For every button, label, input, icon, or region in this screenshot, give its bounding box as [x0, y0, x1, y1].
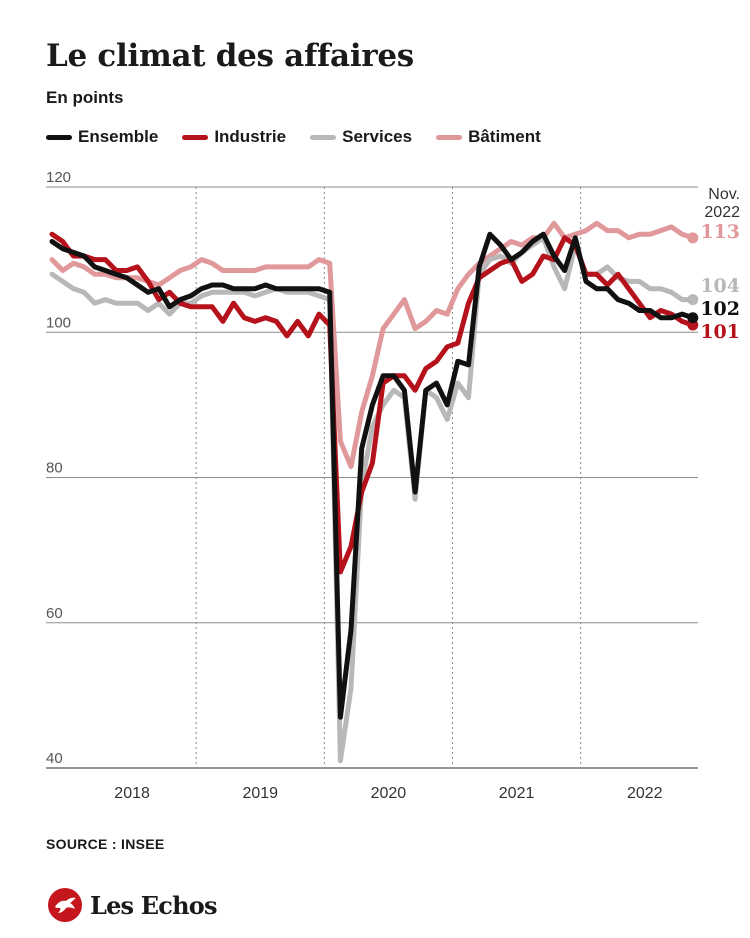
legend-label-services: Services	[342, 127, 413, 146]
series-endpoint-services	[687, 294, 699, 306]
legend-swatch-ensemble	[46, 134, 72, 140]
series-endpoint-ensemble	[687, 312, 699, 324]
end-label-header-line-1: Nov.	[708, 186, 740, 203]
chart-subtitle: En points	[46, 88, 124, 107]
x-tick-label-2018: 2018	[114, 785, 150, 802]
legend-swatch-services	[310, 134, 337, 140]
end-label-services: 104	[700, 275, 740, 297]
brand-logo: Les Echos	[48, 888, 217, 922]
legend-label-batiment: Bâtiment	[468, 127, 541, 146]
legend-item-ensemble: Ensemble	[46, 127, 158, 147]
end-label-header-line-2: 2022	[704, 204, 740, 221]
end-label-ensemble: 102	[700, 298, 740, 320]
x-tick-label-2021: 2021	[499, 785, 535, 802]
series-line-ensemble	[49, 231, 696, 720]
x-tick-label-2022: 2022	[627, 785, 663, 802]
end-label-batiment: 113	[700, 221, 740, 243]
y-tick-label-100: 100	[46, 314, 71, 331]
source-note: SOURCE : INSEE	[46, 836, 165, 852]
series-endpoint-batiment	[687, 232, 699, 244]
chart-title: Le climat des affaires	[46, 38, 414, 74]
legend-swatch-industrie	[182, 134, 209, 140]
legend-item-batiment: Bâtiment	[436, 127, 541, 147]
y-tick-label-60: 60	[46, 605, 63, 622]
end-label-industrie: 101	[700, 321, 740, 343]
legend-swatch-batiment	[436, 134, 463, 140]
series-line-batiment	[49, 220, 696, 470]
legend-item-industrie: Industrie	[182, 127, 286, 147]
series-line-services	[49, 235, 696, 764]
legend: Ensemble Industrie Services Bâtiment	[46, 126, 565, 148]
legend-item-services: Services	[310, 127, 412, 147]
y-tick-label-40: 40	[46, 750, 63, 767]
legend-label-industrie: Industrie	[214, 127, 287, 146]
y-tick-label-80: 80	[46, 460, 63, 477]
x-tick-label-2019: 2019	[242, 785, 278, 802]
les-echos-eagle-icon	[48, 888, 82, 922]
brand-name: Les Echos	[90, 890, 217, 920]
x-tick-label-2020: 2020	[371, 785, 407, 802]
legend-label-ensemble: Ensemble	[78, 127, 159, 146]
y-tick-label-120: 120	[46, 169, 71, 186]
